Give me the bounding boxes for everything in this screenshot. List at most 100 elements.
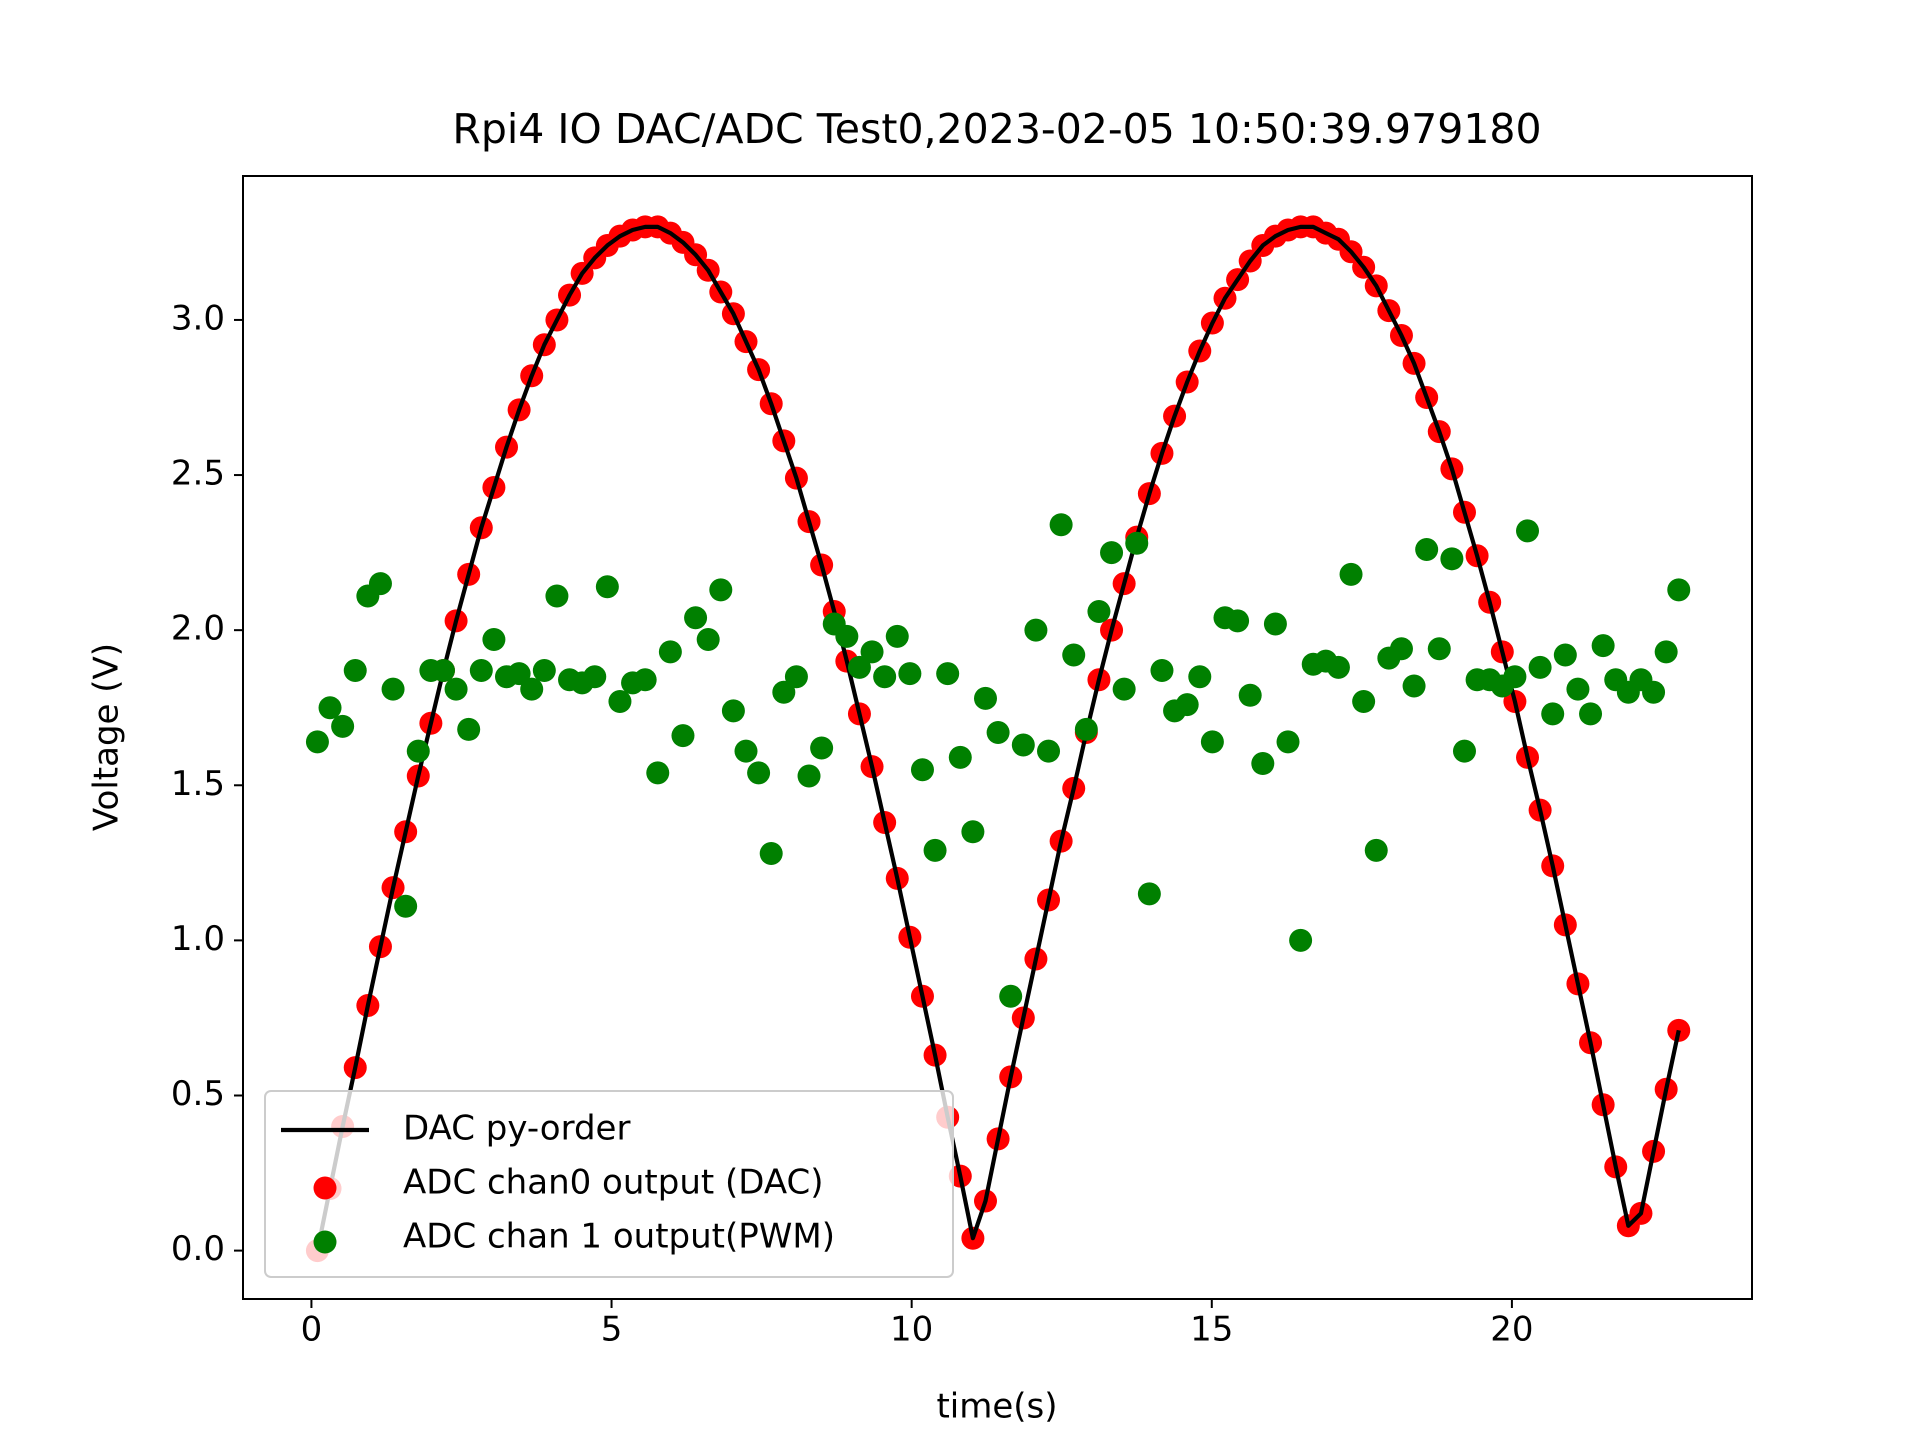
data-point	[343, 658, 367, 682]
data-point	[671, 724, 695, 748]
data-point	[1175, 693, 1199, 717]
data-point	[1566, 677, 1590, 701]
data-point	[1276, 730, 1300, 754]
legend-box	[264, 1090, 954, 1278]
data-point	[721, 699, 745, 723]
data-point	[1389, 637, 1413, 661]
data-point	[810, 736, 834, 760]
data-point	[331, 714, 355, 738]
data-point	[381, 677, 405, 701]
data-point	[1516, 519, 1540, 543]
x-axis-label: time(s)	[936, 1387, 1057, 1427]
data-point	[318, 696, 342, 720]
data-point	[1654, 640, 1678, 664]
data-point	[797, 764, 821, 788]
data-point	[1402, 674, 1426, 698]
data-point	[1326, 655, 1350, 679]
y-tick-label: 1.5	[171, 764, 225, 804]
data-point	[973, 686, 997, 710]
data-point	[1427, 637, 1451, 661]
data-point	[986, 721, 1010, 745]
data-line	[315, 224, 1681, 1252]
y-tick-label: 0.5	[171, 1074, 225, 1114]
data-point	[948, 745, 972, 769]
data-point	[1037, 739, 1061, 763]
data-point	[684, 606, 708, 630]
data-point	[1553, 643, 1577, 667]
data-point	[520, 677, 544, 701]
data-point	[507, 662, 531, 686]
data-point	[860, 640, 884, 664]
data-point	[847, 655, 871, 679]
legend: DAC py-order ADC chan0 output (DAC) ADC ch…	[264, 1090, 954, 1278]
data-point	[1112, 677, 1136, 701]
data-point	[1226, 609, 1250, 633]
chart-title: Rpi4 IO DAC/ADC Test0,2023-02-05 10:50:3…	[452, 105, 1541, 153]
data-point	[1100, 541, 1124, 565]
data-point	[595, 575, 619, 599]
legend-swatch	[313, 1230, 337, 1254]
data-point	[1125, 531, 1149, 555]
data-point	[1238, 683, 1262, 707]
data-point	[1352, 690, 1376, 714]
legend-label: ADC chan0 output (DAC)	[403, 1163, 824, 1203]
data-point	[1579, 702, 1603, 726]
y-tick-label: 3.0	[171, 298, 225, 338]
data-point	[482, 627, 506, 651]
data-point	[1200, 730, 1224, 754]
data-point	[772, 680, 796, 704]
data-point	[759, 842, 783, 866]
data-point	[1289, 928, 1313, 952]
data-point	[1452, 739, 1476, 763]
data-point	[873, 665, 897, 689]
data-point	[1263, 612, 1287, 636]
data-point	[406, 739, 430, 763]
data-point	[633, 668, 657, 692]
data-point	[1642, 680, 1666, 704]
data-point	[457, 717, 481, 741]
y-tick-label: 2.0	[171, 609, 225, 649]
data-point	[784, 665, 808, 689]
data-point	[608, 690, 632, 714]
data-point	[1011, 733, 1035, 757]
data-point	[444, 677, 468, 701]
data-point	[1528, 655, 1552, 679]
data-point	[1024, 618, 1048, 642]
x-tick-label: 10	[890, 1310, 933, 1350]
data-point	[885, 624, 909, 648]
data-point	[1251, 752, 1275, 776]
data-point	[696, 627, 720, 651]
data-point	[368, 572, 392, 596]
data-point	[709, 578, 733, 602]
data-point	[1062, 643, 1086, 667]
y-tick-label: 0.0	[171, 1229, 225, 1269]
data-point	[646, 761, 670, 785]
data-point	[898, 662, 922, 686]
data-point	[936, 662, 960, 686]
data-point	[1667, 578, 1691, 602]
data-point	[1364, 838, 1388, 862]
data-point	[545, 584, 569, 608]
data-point	[431, 658, 455, 682]
data-point	[961, 820, 985, 844]
x-tick-label: 20	[1490, 1310, 1533, 1350]
data-point	[1074, 717, 1098, 741]
data-point	[1087, 600, 1111, 624]
data-point	[999, 984, 1023, 1008]
data-point	[1440, 547, 1464, 571]
x-tick-label: 15	[1190, 1310, 1233, 1350]
data-point	[835, 624, 859, 648]
x-tick-label: 0	[301, 1310, 323, 1350]
data-point	[1188, 665, 1212, 689]
y-tick-label: 2.5	[171, 454, 225, 494]
legend-swatch	[313, 1176, 337, 1200]
data-point	[1049, 513, 1073, 537]
data-point	[394, 894, 418, 918]
data-point	[1591, 634, 1615, 658]
data-point	[469, 658, 493, 682]
plot-frame	[242, 175, 1753, 1300]
data-point	[1415, 538, 1439, 562]
data-point	[1137, 882, 1161, 906]
